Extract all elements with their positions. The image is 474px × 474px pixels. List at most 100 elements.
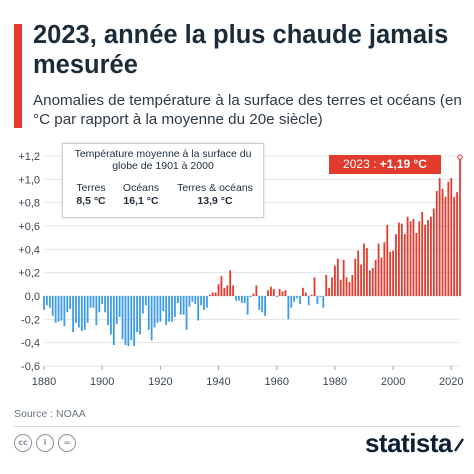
baseline-oceans-value: 16,1 °C — [123, 195, 159, 207]
anomaly-bar — [98, 296, 101, 313]
y-tick-label: +0,8 — [18, 198, 40, 210]
anomaly-bar — [371, 268, 374, 296]
baseline-oceans: Océans 16,1 °C — [115, 182, 167, 208]
y-axis-tick-labels: +1,2 +1,0 +0,8 +0,6 +0,4 +0,2 0,0 -0,2 -0,4 -0,6 — [18, 151, 40, 373]
anomaly-bar — [395, 234, 397, 296]
y-tick-label: +0,2 — [18, 268, 40, 280]
anomaly-bar — [176, 296, 179, 303]
anomaly-bar — [363, 243, 365, 296]
anomaly-bar — [441, 188, 444, 296]
info-icon[interactable]: i — [36, 434, 54, 452]
anomaly-bar — [156, 296, 159, 323]
anomaly-bar — [290, 296, 293, 308]
anomaly-bar — [366, 248, 368, 296]
anomaly-bar — [171, 296, 173, 322]
cc-icon[interactable]: cc — [14, 434, 32, 452]
anomaly-bar — [220, 276, 223, 296]
anomaly-bar — [51, 296, 54, 316]
x-tick-label: 1920 — [148, 376, 172, 388]
anomaly-bar — [444, 196, 447, 296]
anomaly-bar — [409, 221, 412, 296]
anomaly-bar — [243, 296, 246, 303]
anomaly-bar — [223, 287, 226, 296]
anomaly-bar — [107, 296, 109, 326]
anomaly-bar — [421, 212, 424, 296]
anomaly-bar — [136, 296, 138, 333]
anomaly-bar — [104, 296, 106, 313]
anomaly-bar — [328, 287, 330, 296]
y-tick-label: +0,4 — [18, 244, 40, 256]
anomaly-bar — [86, 296, 89, 323]
anomaly-bar — [354, 258, 357, 296]
record-marker — [457, 154, 463, 160]
anomaly-bar — [255, 285, 258, 296]
baseline-info-title: Température moyenne à la surface du glob… — [74, 148, 252, 172]
equals-icon[interactable]: = — [58, 434, 76, 452]
baseline-land-ocean: Terres & océans 13,9 °C — [171, 182, 259, 208]
anomaly-bar — [182, 296, 185, 315]
anomaly-bar — [450, 178, 453, 296]
anomaly-bar — [430, 216, 432, 296]
anomaly-bar — [185, 296, 188, 330]
anomaly-bar — [319, 296, 322, 298]
anomaly-bar — [235, 296, 237, 301]
anomaly-bar — [89, 296, 92, 308]
statista-logo[interactable]: statista — [364, 428, 453, 458]
anomaly-bar — [168, 296, 170, 322]
anomaly-bar — [159, 296, 162, 322]
anomaly-bar — [110, 296, 112, 335]
anomaly-bar — [238, 296, 240, 301]
anomaly-bar — [284, 290, 287, 296]
anomaly-bar — [459, 157, 461, 296]
anomaly-bar — [275, 296, 278, 298]
anomaly-bar — [101, 296, 104, 305]
anomaly-bar — [261, 296, 264, 313]
anomaly-bar — [304, 292, 307, 296]
anomaly-bar — [313, 277, 316, 296]
y-tick-label: -0,2 — [21, 314, 40, 326]
anomaly-bar — [121, 296, 124, 340]
anomaly-bar — [325, 275, 328, 296]
page-subtitle: Anomalies de température à la surface de… — [33, 92, 462, 128]
anomaly-bar — [348, 282, 351, 296]
anomaly-bar — [447, 181, 450, 296]
anomaly-bar — [307, 296, 310, 306]
record-year-callout: 2023 : +1,19 °C — [329, 155, 441, 174]
anomaly-bar — [357, 250, 360, 296]
anomaly-bar — [383, 242, 386, 296]
baseline-land-ocean-value: 13,9 °C — [197, 195, 233, 207]
anomaly-bar — [66, 296, 69, 313]
anomaly-bar — [153, 296, 156, 328]
anomaly-bar — [339, 279, 342, 296]
anomaly-bar — [342, 259, 345, 296]
anomaly-bar — [60, 296, 63, 321]
anomaly-bar — [147, 296, 150, 330]
y-tick-label: 0,0 — [25, 291, 40, 303]
anomaly-bar — [380, 257, 383, 296]
anomaly-bar — [368, 270, 371, 296]
anomaly-bar — [130, 296, 133, 341]
anomaly-bar — [124, 296, 127, 345]
anomaly-bar — [127, 296, 130, 347]
anomaly-bar — [217, 284, 220, 296]
anomaly-bar — [80, 296, 83, 331]
anomaly-bar — [191, 296, 194, 302]
anomaly-bar — [331, 277, 333, 296]
anomaly-bar — [310, 294, 313, 296]
anomaly-bar — [92, 296, 95, 308]
anomaly-bar — [360, 264, 362, 296]
anomaly-bar — [83, 296, 86, 330]
anomaly-bar — [270, 286, 272, 296]
anomaly-bar — [272, 289, 275, 296]
anomaly-bar — [240, 296, 243, 303]
anomaly-bar — [336, 258, 339, 296]
anomaly-bar — [139, 296, 141, 335]
statista-logo-mark-icon — [454, 438, 464, 452]
anomaly-bar — [206, 296, 208, 308]
anomaly-bar — [214, 292, 217, 296]
footer-divider — [14, 426, 460, 427]
anomaly-bar — [78, 296, 80, 328]
anomaly-bar — [118, 296, 121, 317]
callout-year: 2023 — [343, 157, 370, 171]
